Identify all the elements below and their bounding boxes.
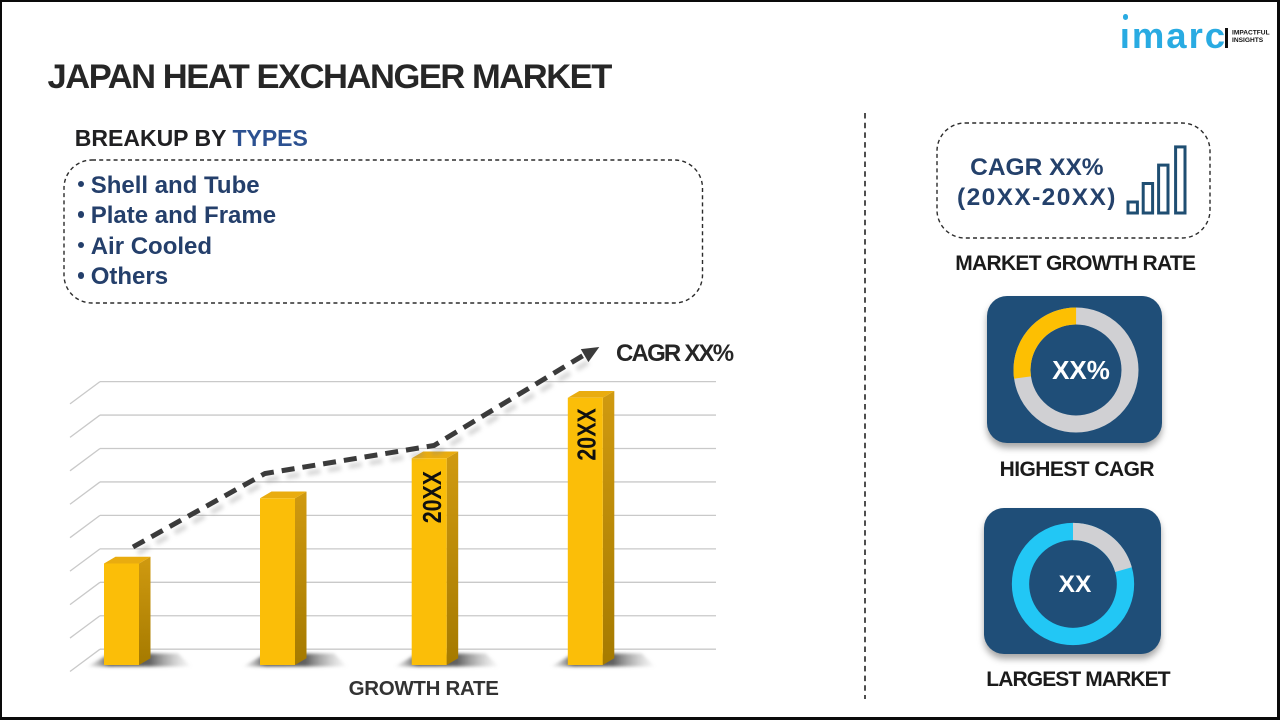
svg-text:20XX: 20XX: [573, 408, 601, 461]
svg-text:20XX: 20XX: [418, 471, 446, 524]
